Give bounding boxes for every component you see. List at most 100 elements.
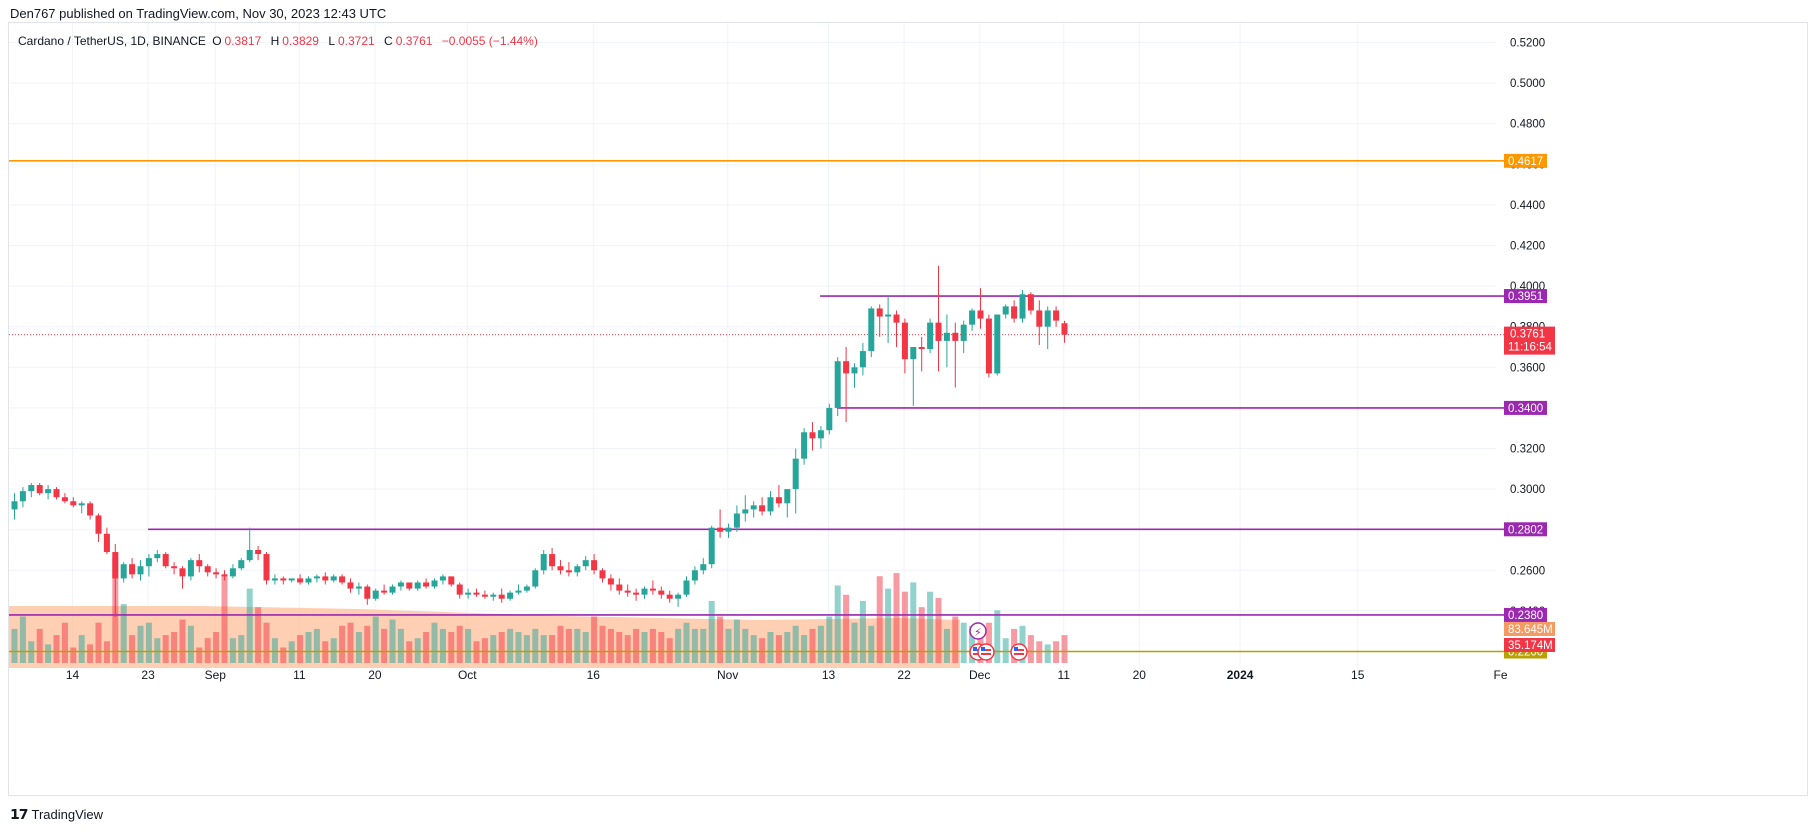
y-tick-label: 0.3200 <box>1510 444 1545 456</box>
candle-body <box>843 361 850 374</box>
chart-frame <box>8 22 1808 796</box>
candle-body <box>36 485 43 494</box>
volume-tag: 83.645M <box>1508 624 1553 636</box>
last-price-tag-bg <box>1504 326 1555 355</box>
volume-bar <box>616 632 623 663</box>
candle-body <box>246 550 253 561</box>
volume-bar <box>985 622 992 663</box>
x-tick-label: Oct <box>458 668 477 682</box>
volume-bar <box>53 635 60 663</box>
candle-body <box>137 566 144 575</box>
volume-bar <box>339 625 346 663</box>
level-tag: 0.2380 <box>1508 610 1543 622</box>
volume-bar <box>465 628 472 663</box>
volume-bar <box>507 628 514 663</box>
candle-body <box>1053 310 1060 321</box>
time-axis: 14 23 Sep 11 20 Oct 16 Nov 13 22 Dec 11 20 2024 15 Fe <box>66 668 1508 682</box>
volume-bar <box>910 582 917 663</box>
candle-body <box>204 566 211 573</box>
candle-body <box>263 554 270 581</box>
volume-bar <box>859 601 866 663</box>
tradingview-brand[interactable]: 𝟭𝟳 TradingView <box>10 806 103 823</box>
candle-body <box>1036 310 1043 327</box>
y-tick-label: 0.5200 <box>1510 38 1545 50</box>
volume-bar <box>834 585 841 663</box>
volume-bar <box>78 635 85 663</box>
volume-bar <box>355 632 362 663</box>
x-tick-label: 13 <box>822 668 836 682</box>
volume-bar <box>733 619 740 663</box>
volume-bar <box>700 628 707 663</box>
candle-body <box>1019 294 1026 319</box>
volume-bar <box>179 619 186 663</box>
volume-bar <box>137 625 144 663</box>
volume-bar <box>952 616 959 663</box>
volume-bar <box>775 635 782 663</box>
candle-body <box>229 568 236 577</box>
candle-body <box>187 560 194 577</box>
volume-bar <box>456 625 463 663</box>
candle-body <box>893 314 900 323</box>
candle-body <box>364 586 371 599</box>
candle-body <box>78 503 85 506</box>
volume-bar <box>1002 638 1009 663</box>
candle-body <box>355 586 362 589</box>
volume-bar <box>969 625 976 663</box>
volume-bar <box>389 619 396 663</box>
volume-bar <box>649 628 656 663</box>
volume-bar <box>347 622 354 663</box>
candle-body <box>490 594 497 597</box>
candle-body <box>498 594 505 599</box>
candle-body <box>817 430 824 439</box>
x-tick-label: 23 <box>141 668 155 682</box>
volume-bar <box>523 635 530 663</box>
volume-bar <box>330 638 337 663</box>
candle-body <box>725 527 732 532</box>
us-flag-event-icon <box>1010 643 1028 661</box>
y-tick-label: 0.4400 <box>1510 200 1545 212</box>
volume-bar <box>750 635 757 663</box>
candle-body <box>977 310 984 319</box>
candle-body <box>809 432 816 439</box>
volume-bar <box>885 588 892 663</box>
x-tick-label: Sep <box>205 668 227 682</box>
x-tick-label: 16 <box>587 668 601 682</box>
candle-body <box>87 503 94 516</box>
volume-bar <box>817 625 824 663</box>
volume-bar <box>204 638 211 663</box>
volume-bar <box>11 628 18 663</box>
volume-bar <box>213 632 220 663</box>
candle-body <box>641 588 648 595</box>
volume-bar <box>423 632 430 663</box>
level-tag: 0.4617 <box>1508 156 1543 168</box>
candle-body <box>322 576 329 581</box>
candle-body <box>994 314 1001 374</box>
volume-bar <box>238 635 245 663</box>
volume-bar <box>994 610 1001 663</box>
candle-body <box>473 592 480 595</box>
volume-bar <box>95 622 102 663</box>
open-value: 0.3817 <box>224 34 262 48</box>
candle-body <box>1044 310 1051 327</box>
candle-body <box>70 501 77 506</box>
volume-bar <box>843 594 850 663</box>
x-tick-label: 11 <box>1057 668 1070 682</box>
level-tag: 0.3400 <box>1508 403 1543 415</box>
x-tick-label: 20 <box>1133 668 1147 682</box>
y-tick-label: 0.4200 <box>1510 241 1545 253</box>
candle-body <box>557 566 564 571</box>
volume-bar <box>45 644 52 663</box>
price-tags: 0.46170.39510.34000.28020.23800.22000.37… <box>1504 153 1555 659</box>
x-tick-label: Fe <box>1493 668 1507 682</box>
chart-grid <box>9 23 1496 668</box>
volume-bar <box>607 628 614 663</box>
us-flag-event-icon <box>977 643 995 661</box>
candle-body <box>103 533 110 553</box>
candle-body <box>885 314 892 317</box>
symbol-legend[interactable]: Cardano / TetherUS, 1D, BINANCE O 0.3817 … <box>18 34 541 48</box>
candle-body <box>112 552 119 579</box>
last-price-tag: 0.3761 <box>1510 329 1545 341</box>
candle-body <box>708 527 715 565</box>
candle-body <box>733 513 740 528</box>
